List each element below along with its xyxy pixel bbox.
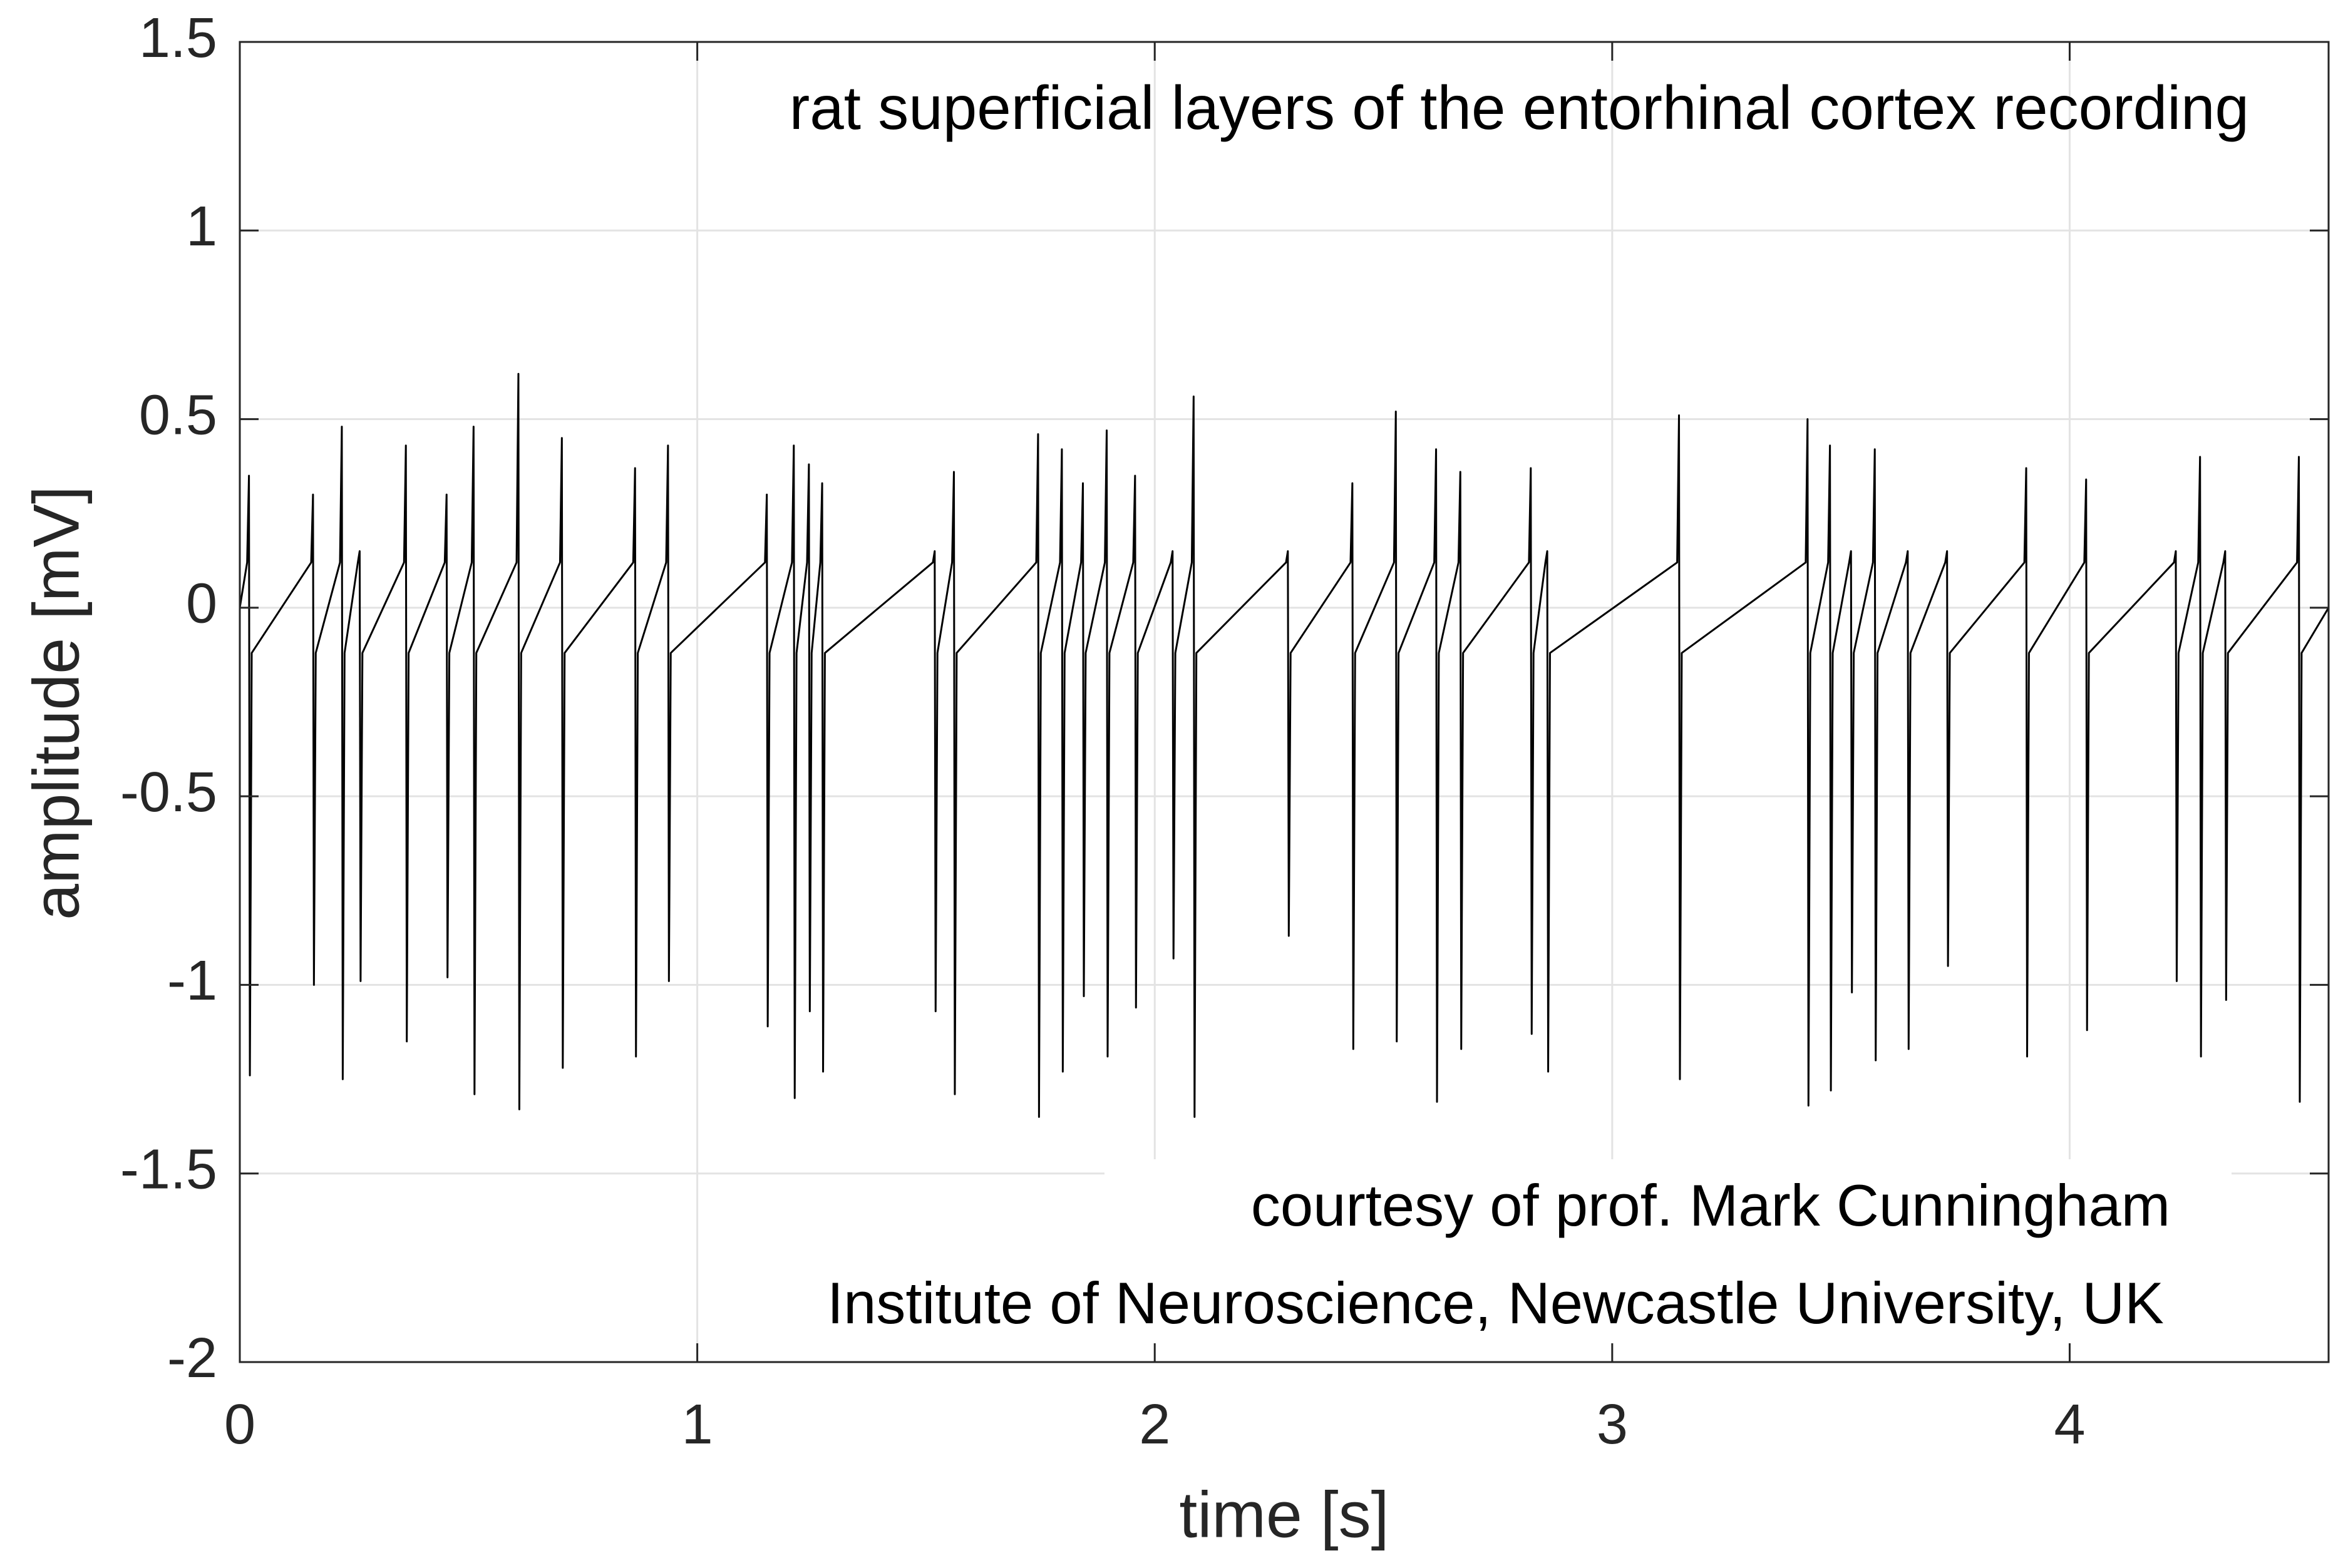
y-axis-label: amplitude [mV]	[20, 486, 93, 920]
annotation: courtesy of prof. Mark Cunningham	[1251, 1172, 2170, 1238]
annotation: Institute of Neuroscience, Newcastle Uni…	[827, 1270, 2164, 1336]
chart-title: rat superficial layers of the entorhinal…	[790, 73, 2249, 142]
x-tick-label: 1	[682, 1393, 713, 1456]
y-tick-label: -1	[167, 950, 217, 1012]
y-tick-label: -2	[167, 1327, 217, 1390]
ticks: -2 -1.5 -1 -0.5 0 0.5 1 1.5 0 1 2 3 4	[120, 7, 2329, 1456]
x-tick-label: 2	[1139, 1393, 1170, 1456]
x-tick-label: 3	[1597, 1393, 1628, 1456]
y-tick-label: 0.5	[139, 384, 217, 446]
signal-line	[239, 372, 2330, 1118]
x-axis-label: time [s]	[1179, 1478, 1389, 1551]
y-tick-label: 1.5	[139, 7, 217, 69]
x-tick-label: 0	[224, 1393, 255, 1456]
plot-area	[239, 372, 2330, 1118]
axes-box	[239, 41, 2330, 1363]
y-tick-label: 1	[186, 195, 217, 258]
x-tick-label: 4	[2054, 1393, 2085, 1456]
y-tick-label: -1.5	[120, 1138, 217, 1201]
y-tick-label: -0.5	[120, 761, 217, 824]
annotation-box	[1104, 1159, 2232, 1361]
y-tick-label: 0	[186, 573, 217, 635]
